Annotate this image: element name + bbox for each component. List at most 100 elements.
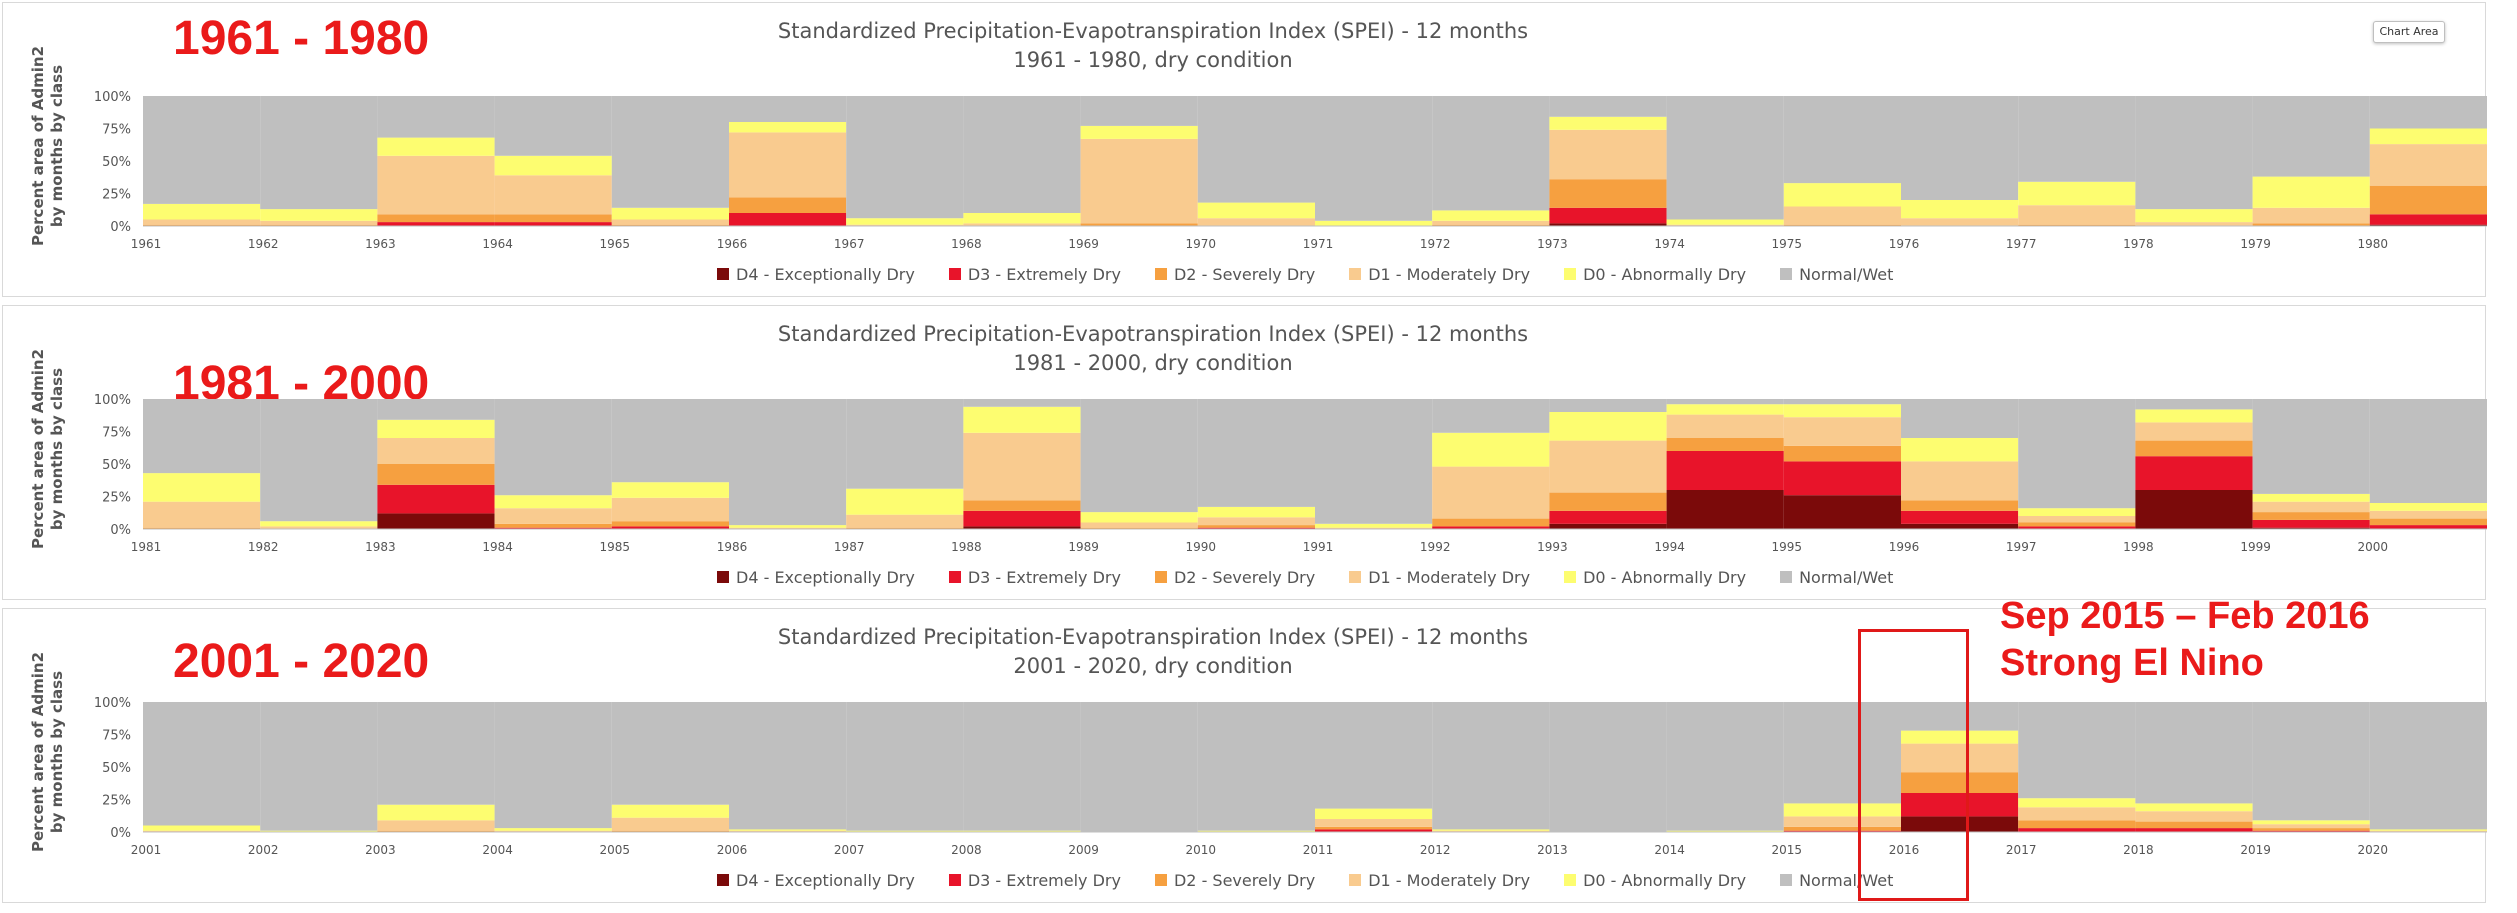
bar-segment	[611, 817, 729, 831]
bar-segment	[260, 702, 378, 831]
bar-segment	[1901, 96, 2019, 200]
bar-segment	[611, 96, 729, 208]
bar-segment	[1197, 527, 1315, 529]
legend: D4 - Exceptionally Dry D3 - Extremely Dry…	[717, 263, 1893, 285]
bar-segment	[1080, 223, 1198, 226]
bar-segment	[377, 96, 495, 138]
el-nino-highlight-box	[1858, 629, 1969, 901]
x-tick-label: 1965	[600, 237, 631, 251]
chart-area-tooltip[interactable]: Chart Area	[2373, 21, 2445, 43]
bar-segment	[729, 399, 847, 526]
legend-label: D2 - Severely Dry	[1173, 870, 1316, 890]
x-tick-label: 2000	[2358, 540, 2389, 554]
x-tick-label: 2006	[717, 843, 748, 857]
chart-plot: 0% 25% 50% 75% 100% 1981 1982 1983 1984 1985 1986 1…	[94, 393, 2487, 554]
bar-segment	[611, 521, 729, 527]
bar-segment	[1432, 829, 1550, 831]
bar-segment	[377, 804, 495, 821]
bar-segment	[846, 399, 964, 489]
bar-segment	[143, 702, 261, 826]
bar-segment	[729, 197, 847, 213]
x-tick-label: 1988	[951, 540, 982, 554]
bar-segment	[377, 820, 495, 831]
legend-swatch	[1564, 874, 1577, 886]
bar-segment	[2252, 512, 2370, 520]
bar-segment	[1315, 399, 1433, 524]
bar-segment	[2135, 399, 2253, 410]
bar-segment	[1080, 138, 1198, 224]
chart-title-main: Standardized Precipitation-Evapotranspir…	[777, 322, 1529, 346]
legend-swatch	[1564, 571, 1577, 583]
x-tick-label: 1992	[1420, 540, 1451, 554]
y-tick-label: 50%	[102, 761, 131, 776]
bar-segment	[2018, 181, 2136, 206]
legend-swatch	[1154, 571, 1167, 583]
bar-segment	[2018, 820, 2136, 829]
bar-segment	[2135, 440, 2253, 457]
bar-segment	[1666, 219, 1784, 225]
bar-segment	[1315, 702, 1433, 809]
bar-segment	[494, 527, 612, 529]
legend-item: D2 - Severely Dry	[1154, 869, 1316, 891]
bar-segment	[2135, 803, 2253, 812]
x-tick-label: 1995	[1772, 540, 1803, 554]
chart-title: Standardized Precipitation-Evapotranspir…	[703, 320, 1603, 378]
bar-segment	[611, 224, 729, 226]
bar-segment	[611, 482, 729, 498]
bar-segment	[1783, 224, 1901, 226]
x-tick-label: 1966	[717, 237, 748, 251]
legend-item: D4 - Exceptionally Dry	[717, 566, 915, 588]
bar-segment	[963, 702, 1081, 831]
x-tick-label: 1977	[2006, 237, 2037, 251]
x-tick-label: 1979	[2240, 237, 2271, 251]
bar-segment	[1783, 702, 1901, 804]
bar-segment	[1197, 96, 1315, 203]
chart-title-main: Standardized Precipitation-Evapotranspir…	[777, 625, 1529, 649]
bar-segment	[1901, 730, 2019, 744]
bar-segment	[2252, 223, 2370, 226]
x-tick-label: 1986	[717, 540, 748, 554]
chart-panel-1961-1980: 1961 - 1980 Standardized Precipitation-E…	[2, 2, 2487, 297]
bar-segment	[611, 207, 729, 220]
bar-segment	[377, 464, 495, 485]
bar-segment	[2018, 399, 2136, 509]
bar-segment	[1901, 500, 2019, 511]
bar-segment	[1901, 743, 2019, 773]
bar-segment	[2018, 96, 2136, 182]
bar-segment	[377, 513, 495, 529]
bar-segment	[1549, 440, 1667, 493]
y-tick-label: 50%	[102, 458, 131, 473]
bar-segment	[1901, 772, 2019, 793]
bar-segment	[1549, 179, 1667, 208]
x-tick-label: 1982	[248, 540, 279, 554]
bar-segment	[494, 222, 612, 226]
bar-segment	[2252, 501, 2370, 513]
bar-segment	[1080, 512, 1198, 523]
bar-segment	[1666, 830, 1784, 832]
legend-label: Normal/Wet	[1799, 567, 1894, 587]
bar-segment	[1549, 492, 1667, 511]
bar-segment	[2252, 824, 2370, 829]
bar-segment	[377, 222, 495, 226]
bar-segment	[963, 500, 1081, 511]
chart-subtitle: 2001 - 2020, dry condition	[1013, 654, 1293, 678]
bar-segment	[2135, 422, 2253, 441]
bar-segment	[1783, 826, 1901, 831]
bar-segment	[494, 508, 612, 524]
bar-segment	[1432, 830, 1550, 832]
x-tick-label: 2010	[1186, 843, 1217, 857]
bar-segment	[611, 219, 729, 225]
legend-label: D2 - Severely Dry	[1173, 264, 1316, 284]
legend-label: D3 - Extremely Dry	[967, 264, 1121, 284]
bar-segment	[846, 488, 964, 515]
bar-segment	[1666, 96, 1784, 220]
x-tick-label: 1999	[2240, 540, 2271, 554]
bar-segment	[1432, 526, 1550, 529]
x-tick-label: 1962	[248, 237, 279, 251]
x-tick-label: 1975	[1772, 237, 1803, 251]
bar-segment	[611, 399, 729, 483]
bar-segment	[2369, 214, 2487, 225]
bar-segment	[963, 96, 1081, 213]
legend-item: D3 - Extremely Dry	[948, 869, 1121, 891]
legend-label: D4 - Exceptionally Dry	[736, 870, 915, 890]
